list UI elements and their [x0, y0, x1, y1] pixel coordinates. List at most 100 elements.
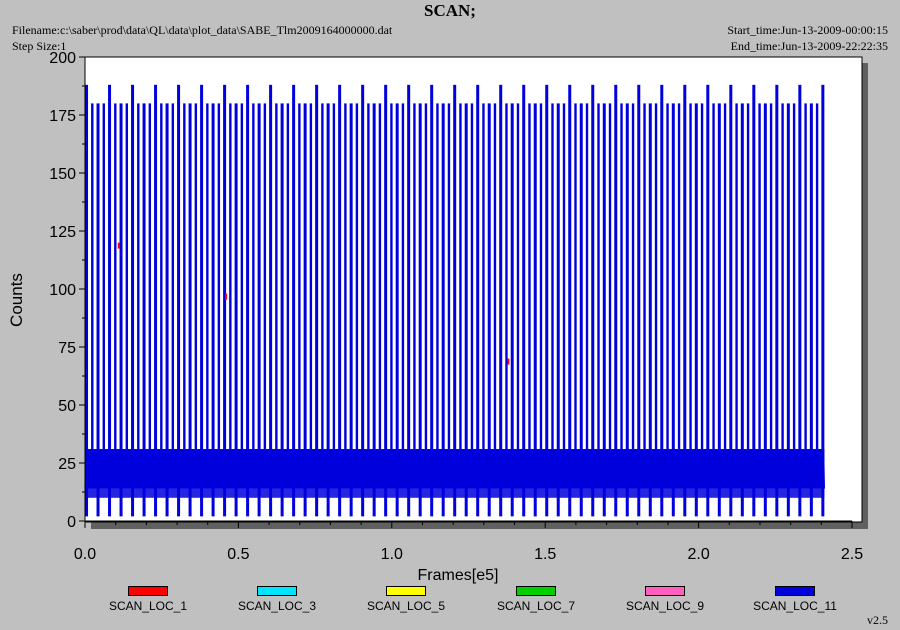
x-tick-label: 0.0: [74, 546, 96, 563]
series-scan-loc-11-spike: [459, 103, 462, 450]
series-scan-loc-11-spike: [177, 84, 181, 517]
series-scan-loc-11-spike: [234, 103, 238, 517]
series-scan-loc-11-spike: [792, 103, 796, 450]
end-time-text: End_time:Jun-13-2009-22:22:35: [730, 39, 888, 53]
series-scan-loc-11-spike: [608, 103, 612, 450]
series-scan-loc-11-spike: [395, 103, 399, 517]
series-scan-loc-11-spike: [344, 103, 347, 450]
y-tick-label: 25: [58, 456, 76, 473]
series-scan-loc-11-spike: [424, 103, 428, 450]
x-tick-label: 1.5: [534, 546, 556, 563]
series-scan-loc-11-spike: [223, 84, 227, 517]
series-scan-loc-11-spike: [148, 103, 152, 450]
series-scan-loc-11-spike: [194, 103, 198, 450]
series-scan-loc-11-spike: [137, 103, 140, 450]
series-scan-loc-11-spike: [758, 103, 761, 450]
series-scan-loc-11-spike: [384, 84, 388, 517]
series-scan-loc-11-spike: [119, 103, 123, 517]
series-scan-loc-11-spike: [441, 103, 445, 517]
y-tick-label: 175: [49, 108, 76, 125]
series-scan-loc-11-spike: [763, 103, 767, 517]
series-scan-loc-11-spike: [516, 103, 520, 450]
series-scan-loc-11-spike: [579, 103, 583, 517]
y-tick-label: 50: [58, 398, 76, 415]
series-scan-loc-11-spike: [102, 103, 105, 450]
y-tick-label: 150: [49, 166, 76, 183]
series-scan-loc-11-spike: [413, 103, 416, 450]
series-scan-loc-11-spike: [355, 103, 359, 450]
series-scan-loc-11-spike: [643, 103, 646, 450]
series-scan-loc-11-spike: [321, 103, 324, 450]
y-tick-label: 125: [49, 224, 76, 241]
series-scan-loc-11-spike: [591, 84, 595, 517]
series-scan-loc-11-spike: [430, 84, 434, 517]
series-scan-loc-11-spike: [654, 103, 658, 450]
series-scan-loc-11-spike: [712, 103, 715, 450]
series-scan-loc-1-point: [507, 358, 510, 365]
series-scan-loc-11-spike: [631, 103, 635, 450]
series-scan-loc-11-spike: [200, 84, 204, 517]
series-scan-loc-11-spike: [815, 103, 819, 450]
series-scan-loc-11-spike: [700, 103, 704, 450]
series-scan-loc-11-spike: [217, 103, 221, 450]
legend-label: SCAN_LOC_3: [237, 599, 317, 613]
series-scan-loc-11-spike: [269, 84, 273, 517]
series-scan-loc-11-spike: [447, 103, 451, 450]
series-scan-loc-11-spike: [614, 84, 618, 517]
series-scan-loc-11-spike: [545, 84, 549, 517]
series-scan-loc-11-spike: [706, 84, 710, 517]
series-scan-loc-11-spike: [493, 103, 497, 450]
x-tick-label: 0.5: [227, 546, 249, 563]
series-scan-loc-11-spike: [378, 103, 382, 450]
series-scan-loc-11-spike: [407, 84, 411, 517]
series-scan-loc-11-spike: [769, 103, 773, 450]
series-scan-loc-11-spike: [522, 84, 526, 517]
legend-label: SCAN_LOC_7: [496, 599, 576, 613]
series-scan-loc-11-spike: [171, 103, 175, 450]
series-scan-loc-11-spike: [510, 103, 514, 517]
series-scan-loc-11-spike: [666, 103, 669, 450]
series-scan-loc-11-spike: [229, 103, 232, 450]
series-scan-loc-11-spike: [252, 103, 255, 450]
series-scan-loc-11-spike: [211, 103, 215, 517]
series-scan-loc-1-point: [117, 242, 120, 249]
series-scan-loc-11-spike: [108, 84, 112, 517]
series-scan-loc-11-spike: [85, 84, 89, 517]
y-tick-label: 0: [67, 514, 76, 531]
series-scan-loc-11-spike: [326, 103, 330, 517]
series-scan-loc-11-spike: [574, 103, 577, 450]
series-scan-loc-11-spike: [125, 103, 129, 450]
x-tick-label: 2.0: [687, 546, 709, 563]
series-scan-loc-11-spike: [131, 84, 135, 517]
series-scan-loc-11-spike: [96, 103, 100, 517]
series-scan-loc-11-spike: [597, 103, 600, 450]
series-scan-loc-11-spike: [798, 84, 802, 517]
series-scan-loc-11-spike: [821, 84, 825, 517]
series-scan-loc-11-spike: [775, 84, 779, 517]
series-layer: [84, 84, 825, 517]
series-scan-loc-11-spike: [91, 103, 94, 450]
series-scan-loc-11-spike: [154, 84, 158, 517]
series-scan-loc-11-spike: [165, 103, 169, 517]
series-scan-loc-11-spike: [338, 84, 342, 517]
series-scan-loc-11-spike: [533, 103, 537, 517]
legend-swatch: [386, 586, 426, 596]
step-size-text: Step Size:1: [12, 39, 67, 53]
series-scan-loc-11-spike: [246, 84, 250, 517]
series-scan-loc-11-spike: [332, 103, 336, 450]
series-scan-loc-11-spike: [292, 84, 296, 517]
legend-item-scan-loc-3: SCAN_LOC_3: [217, 586, 337, 613]
legend-item-scan-loc-1: SCAN_LOC_1: [88, 586, 208, 613]
series-scan-loc-11-spike: [746, 103, 750, 450]
series-scan-loc-11-spike: [689, 103, 692, 450]
series-scan-loc-11-spike: [694, 103, 698, 517]
series-scan-loc-11-spike: [556, 103, 560, 517]
series-scan-loc-11-spike: [315, 84, 319, 517]
series-scan-loc-11-spike: [257, 103, 261, 517]
series-scan-loc-11-spike: [361, 84, 365, 517]
version-text: v2.5: [867, 613, 888, 627]
legend-label: SCAN_LOC_9: [625, 599, 705, 613]
series-scan-loc-11-spike: [735, 103, 738, 450]
series-scan-loc-11-spike: [752, 84, 756, 517]
